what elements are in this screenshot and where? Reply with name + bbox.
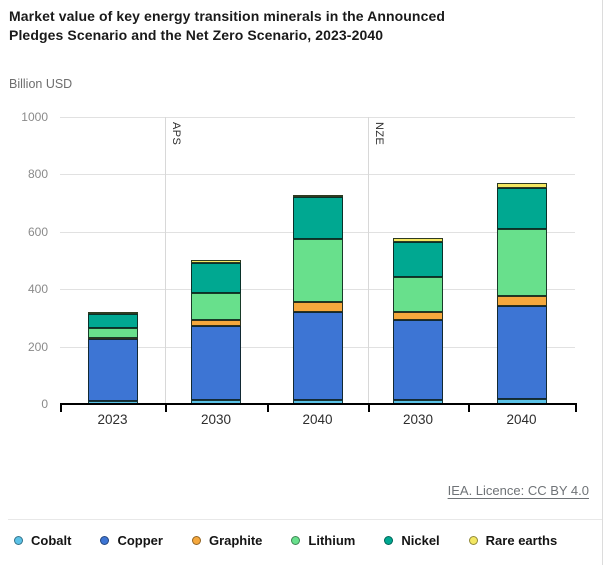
chart-legend: Cobalt Copper Graphite Lithium Nickel Rare ea… [14,533,601,548]
bar-segment-lithium[interactable] [292,239,343,303]
x-axis-tick-2 [267,403,269,412]
x-tick-label-2-2040: 2040 [302,412,333,427]
scenario-divider-line-nze [368,117,369,404]
legend-item-nickel[interactable]: Nickel [384,533,440,548]
y-axis-unit-label: Billion USD [9,77,73,91]
bar-segment-rare-earths[interactable] [87,311,138,314]
bar-3-2030 [393,117,443,404]
x-tick-label-1-2030: 2030 [200,412,232,427]
x-tick-label-3-2030: 2030 [402,412,434,427]
chart-title: Market value of key energy transition mi… [9,7,479,44]
x-axis-tick-1 [165,403,167,412]
bar-1-2030 [191,117,241,404]
bar-segment-nickel[interactable] [496,187,547,229]
bar-segment-rare-earths[interactable] [393,238,443,242]
bar-segment-copper[interactable] [191,326,241,401]
bar-segment-rare-earths[interactable] [496,183,547,188]
legend-item-copper[interactable]: Copper [100,533,163,548]
bar-segment-lithium[interactable] [87,328,138,338]
source-licence-link[interactable]: IEA. Licence: CC BY 4.0 [447,483,589,498]
legend-item-graphite[interactable]: Graphite [191,533,263,548]
legend-divider-line [8,519,603,520]
legend-swatch-cobalt-icon [14,536,23,545]
bar-2-2040 [292,117,343,404]
x-tick-label-0-2023: 2023 [97,412,128,427]
legend-item-rare-earths[interactable]: Rare earths [468,533,558,548]
x-axis-tick-0 [60,403,62,412]
bar-segment-lithium[interactable] [393,277,443,312]
x-axis-tick-3 [368,403,370,412]
x-axis-tick-4 [468,403,470,412]
bar-segment-nickel[interactable] [191,262,241,294]
bar-0-2023 [87,117,138,404]
bar-segment-graphite[interactable] [393,311,443,321]
y-tick-label-200: 200 [27,339,48,354]
legend-swatch-lithium-icon [291,536,301,545]
legend-label: Cobalt [31,533,72,548]
legend-label: Graphite [208,533,263,548]
bar-segment-graphite[interactable] [191,319,241,327]
bar-segment-lithium[interactable] [191,293,241,320]
plot-area: APS NZE [60,117,575,404]
legend-label: Lithium [308,533,356,548]
y-tick-label-800: 800 [27,167,48,182]
bar-4-2040 [496,117,547,404]
bar-segment-rare-earths[interactable] [292,194,343,198]
legend-swatch-copper-icon [100,536,110,545]
bar-segment-graphite[interactable] [496,295,547,307]
chart-title-line-1: Market value of key energy transition mi… [9,8,445,24]
y-tick-label-400: 400 [27,282,48,297]
legend-label: Copper [117,533,163,548]
y-tick-label-600: 600 [27,224,48,239]
y-tick-label-0: 0 [41,397,48,411]
card-right-border [602,0,603,565]
bar-segment-lithium[interactable] [496,228,547,296]
legend-label: Nickel [401,533,440,548]
bar-segment-rare-earths[interactable] [191,260,241,263]
legend-swatch-graphite-icon [191,536,201,545]
bar-segment-copper[interactable] [393,320,443,400]
scenario-label-aps: APS [170,122,182,146]
bar-segment-nickel[interactable] [87,313,138,329]
legend-item-cobalt[interactable]: Cobalt [14,533,71,548]
x-axis-line [60,403,575,405]
chart-title-line-2: Pledges Scenario and the Net Zero Scenar… [9,26,384,43]
scenario-divider-line-aps [165,117,166,404]
legend-label: Rare earths [485,533,558,548]
bar-segment-graphite[interactable] [292,302,343,313]
gridline-800 [60,174,575,176]
legend-swatch-nickel-icon [384,536,394,545]
bar-segment-copper[interactable] [292,312,343,400]
bar-segment-nickel[interactable] [393,241,443,278]
x-axis-tick-5 [575,403,577,412]
bar-segment-copper[interactable] [496,306,547,400]
bar-segment-nickel[interactable] [292,197,343,240]
legend-swatch-rare-earths-icon [468,536,478,545]
x-tick-label-4-2040: 2040 [506,412,537,427]
legend-item-lithium[interactable]: Lithium [291,533,355,548]
y-tick-label-1000: 1000 [21,110,48,124]
gridline-1000 [60,117,575,118]
bar-segment-copper[interactable] [87,338,138,402]
scenario-label-nze: NZE [373,122,385,146]
